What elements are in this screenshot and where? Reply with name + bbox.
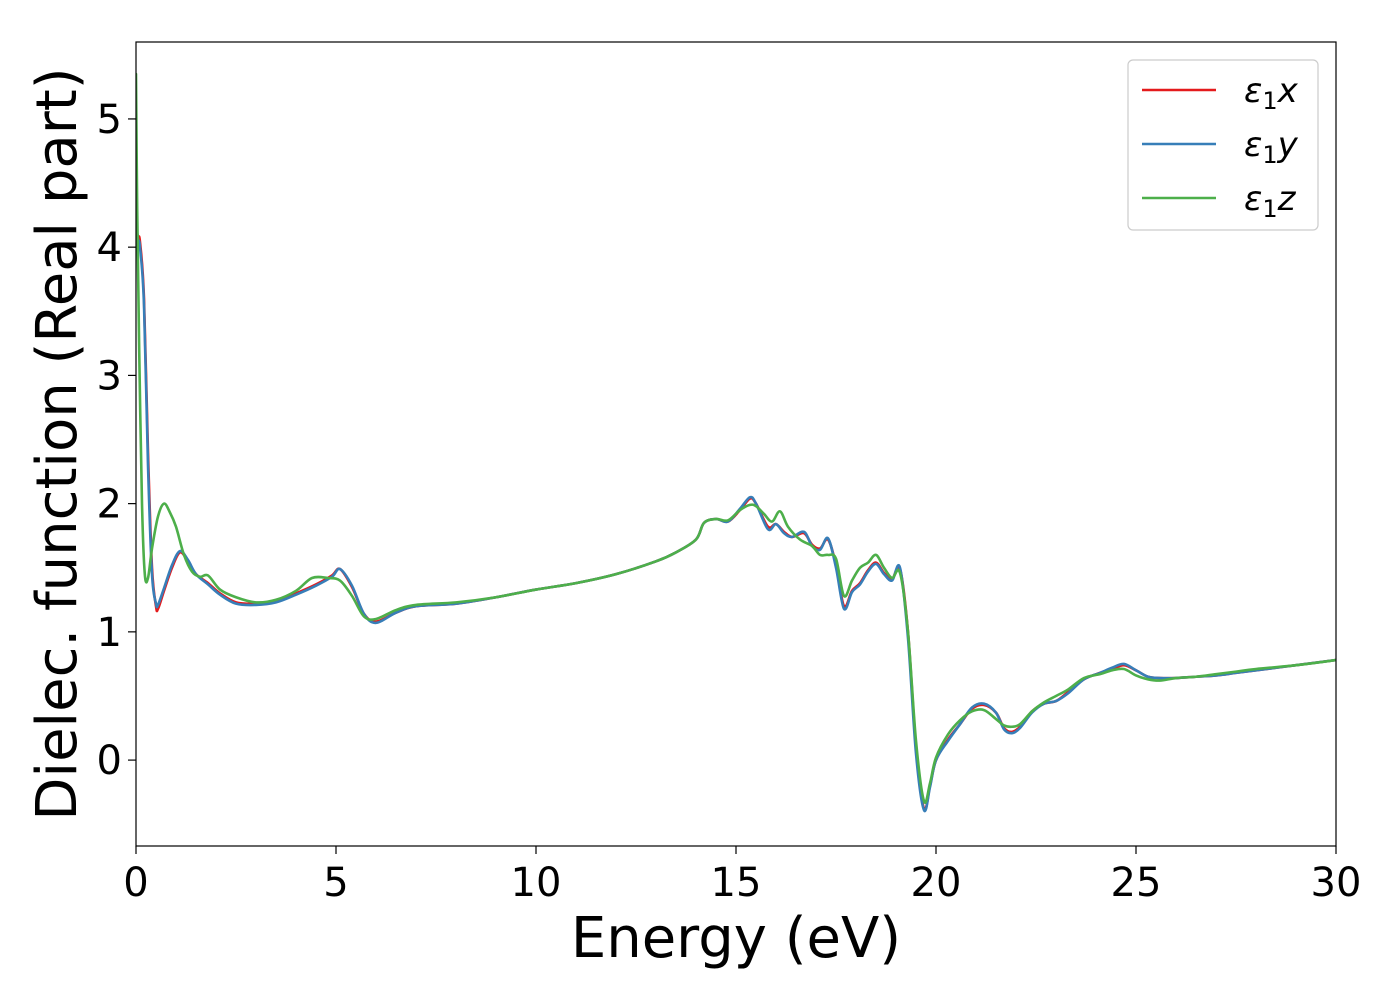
x-tick-label: 20 <box>911 860 962 906</box>
x-tick-label: 30 <box>1311 860 1362 906</box>
series-line-z <box>136 72 1336 804</box>
legend-label-y: ε1y <box>1244 125 1299 169</box>
y-axis-label: Dielec. function (Real part) <box>25 67 90 820</box>
legend-entries: ε1x ε1y ε1z <box>1142 71 1299 223</box>
y-tick-label: 0 <box>97 738 122 784</box>
x-axis-label: Energy (eV) <box>571 906 901 971</box>
legend-label-z: ε1z <box>1244 179 1297 223</box>
y-tick-label: 1 <box>97 610 122 656</box>
x-tick-label: 25 <box>1111 860 1162 906</box>
series-layer <box>136 72 1336 813</box>
x-tick-label: 0 <box>123 860 148 906</box>
series-line-x <box>136 226 1336 812</box>
x-tick-label: 15 <box>711 860 762 906</box>
x-tick-label: 5 <box>323 860 348 906</box>
x-axis-ticks: 0 5 10 15 20 25 30 <box>123 846 1361 906</box>
legend-box <box>1127 59 1319 231</box>
x-tick-label: 10 <box>511 860 562 906</box>
y-tick-label: 4 <box>97 225 122 271</box>
series-line-y <box>136 220 1336 813</box>
y-tick-label: 5 <box>97 97 122 143</box>
y-tick-label: 2 <box>97 482 122 528</box>
y-tick-label: 3 <box>97 353 122 399</box>
legend: ε1x ε1y ε1z <box>1127 59 1319 231</box>
y-axis-ticks: 0 1 2 3 4 5 <box>97 97 136 784</box>
legend-label-x: ε1x <box>1244 71 1299 115</box>
